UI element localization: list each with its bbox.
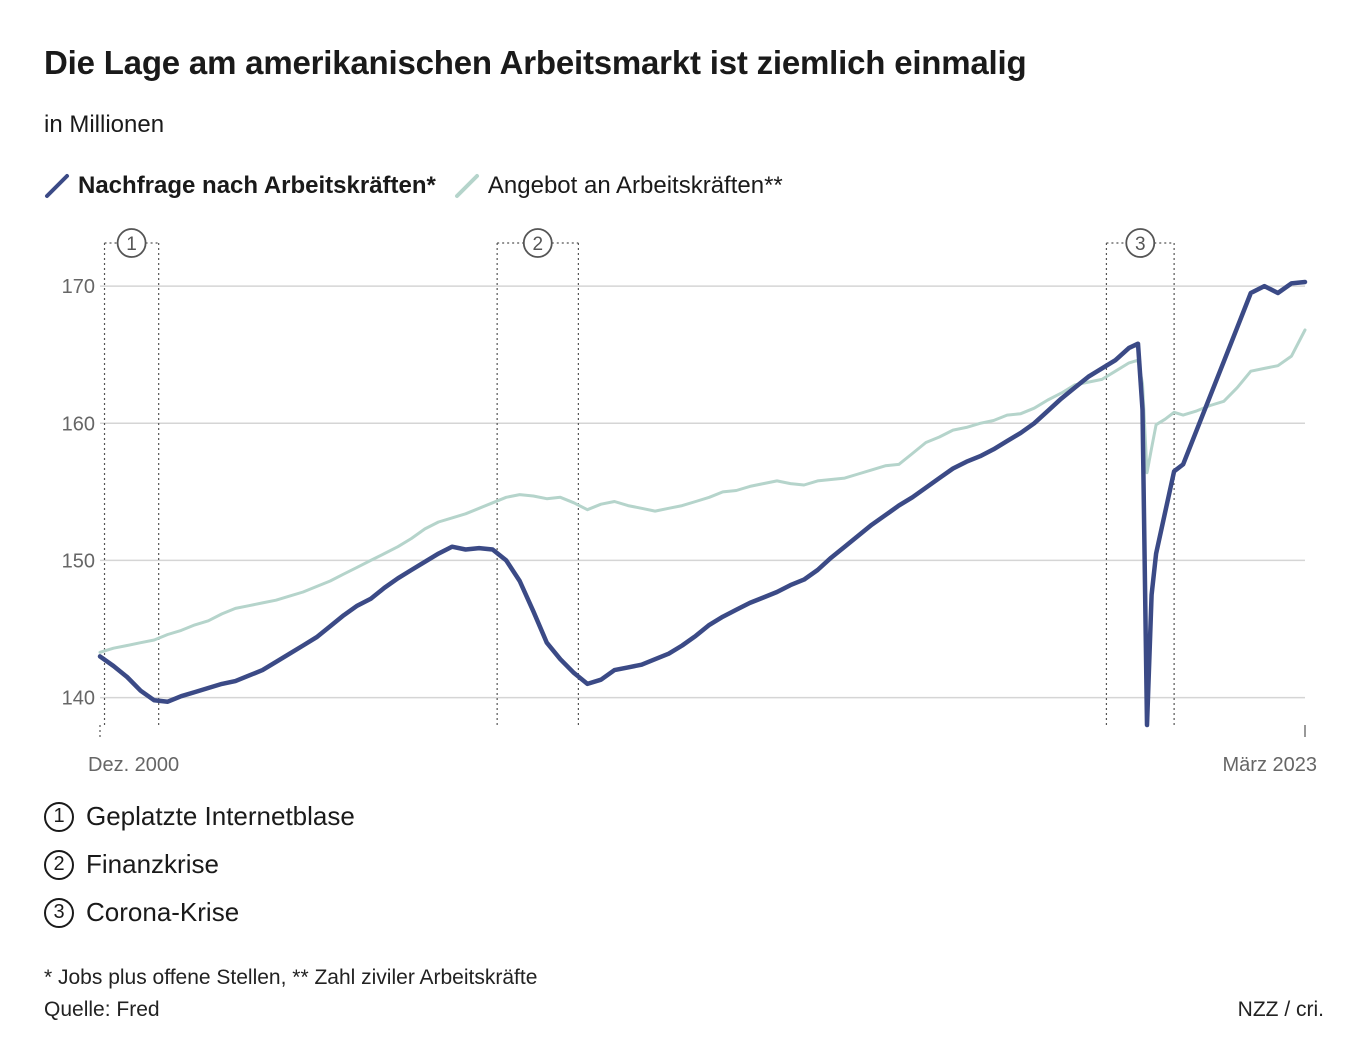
annotation-2: 2 Finanzkrise <box>44 849 219 880</box>
footnote: * Jobs plus offene Stellen, ** Zahl zivi… <box>44 966 538 989</box>
annotation-1: 1 Geplatzte Internetblase <box>44 801 355 832</box>
annotation-3-number: 3 <box>44 897 74 928</box>
chart-title: Die Lage am amerikanischen Arbeitsmarkt … <box>44 44 1027 81</box>
series-line-supply <box>98 328 1307 654</box>
annotation-1-number: 1 <box>44 801 74 832</box>
x-tick-label-end: März 2023 <box>1223 754 1318 776</box>
period-3-circle <box>1125 228 1156 258</box>
legend-swatch-supply <box>454 174 479 198</box>
annotation-2-label: Finanzkrise <box>86 849 219 879</box>
legend-label-demand: Nachfrage nach Arbeitskräften* <box>78 172 436 199</box>
series-line-demand <box>97 279 1308 728</box>
chart-subtitle: in Millionen <box>44 111 165 138</box>
period-2-circle <box>522 228 553 258</box>
annotation-3: 3 Corona-Krise <box>44 897 239 928</box>
annotation-3-label: Corona-Krise <box>86 897 240 927</box>
y-tick-label-170: 170 <box>62 276 95 298</box>
period-1-number: 1 <box>126 234 137 255</box>
x-tick-label-start: Dez. 2000 <box>88 754 179 776</box>
annotation-2-number: 2 <box>44 849 74 880</box>
legend-label-supply: Angebot an Arbeitskräften** <box>487 172 783 199</box>
source: Quelle: Fred <box>44 998 160 1021</box>
y-tick-label-160: 160 <box>62 413 95 435</box>
y-tick-label-150: 150 <box>62 550 95 572</box>
legend-swatch-demand <box>45 174 69 198</box>
legend-item-demand: Nachfrage nach Arbeitskräften* <box>44 172 436 200</box>
period-1-circle <box>116 228 147 258</box>
legend-item-supply: Angebot an Arbeitskräften** <box>454 172 783 200</box>
y-tick-label-140: 140 <box>62 688 95 710</box>
period-3-number: 3 <box>1135 234 1146 255</box>
legend: Nachfrage nach Arbeitskräften* Angebot a… <box>44 172 801 200</box>
annotation-1-label: Geplatzte Internetblase <box>86 801 355 831</box>
line-chart: 140 150 160 170 1 2 3 Dez. 2000 März 2023 <box>62 228 1318 776</box>
credit: NZZ / cri. <box>1237 998 1324 1021</box>
period-2-number: 2 <box>532 234 543 255</box>
